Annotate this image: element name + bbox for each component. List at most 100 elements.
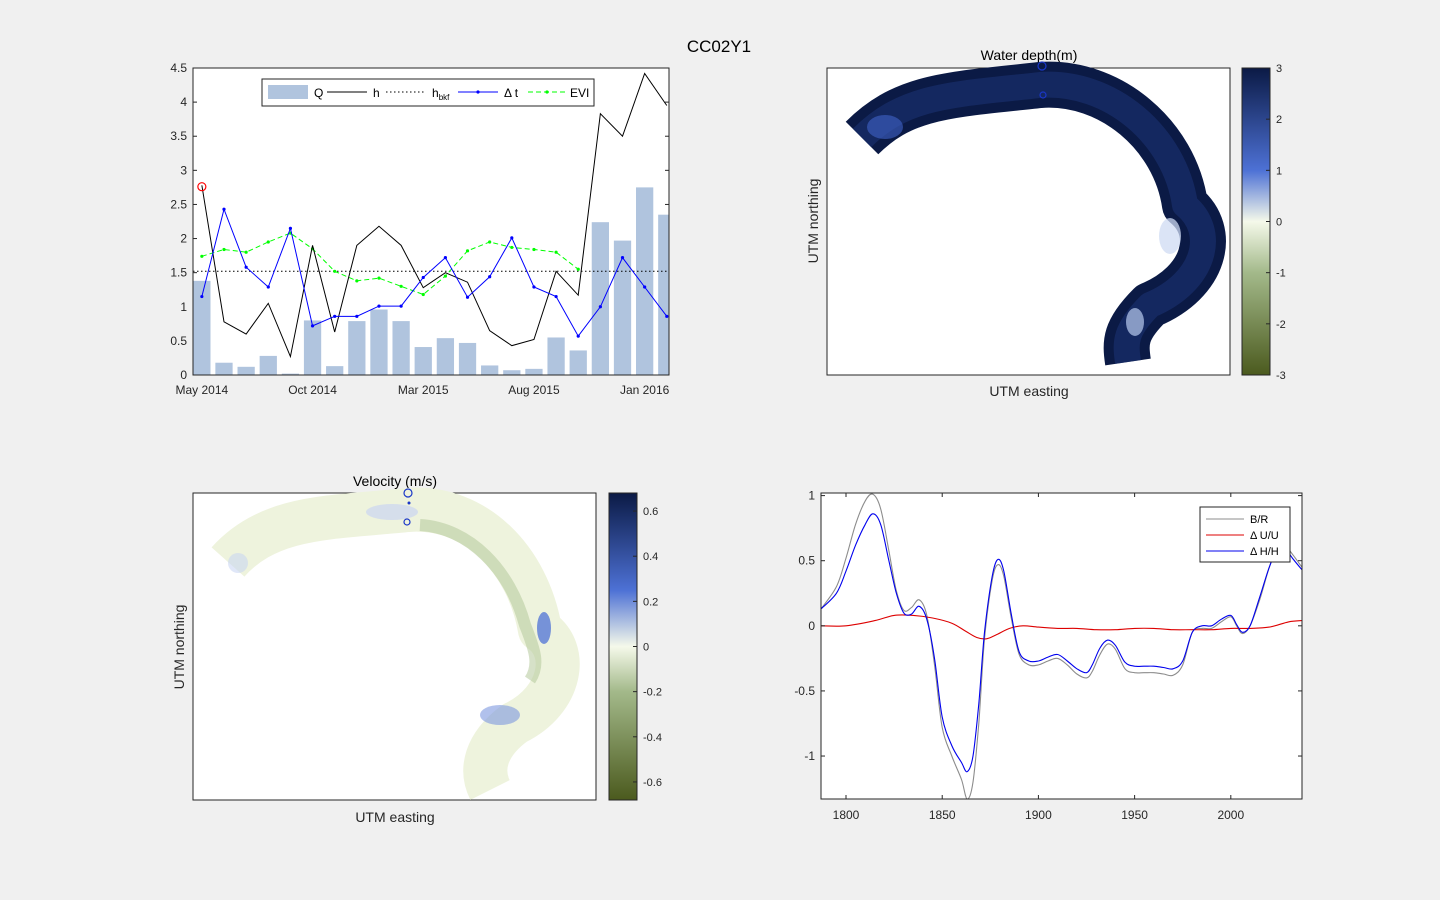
ts-dt-point: [510, 236, 514, 240]
profile-axes-box: [820, 492, 1303, 800]
ts-dt-point: [665, 314, 669, 318]
velocity-panel: Velocity (m/s) UTM easting UTM northing …: [171, 473, 662, 825]
legend-label-hbkf: hbkf: [432, 86, 450, 102]
ts-dt-point: [222, 207, 226, 211]
depth-panel: Water depth(m) UTM easting UTM northing …: [805, 47, 1286, 399]
profile-lines: [821, 493, 1302, 799]
profile-xtick-label: 1900: [1025, 808, 1052, 822]
depth-title: Water depth(m): [981, 47, 1078, 63]
ts-q-bar: [326, 366, 344, 375]
legend-label-q: Q: [314, 86, 323, 100]
profile-ticks: 1800 1850 1900 1950 2000 1 0.5 0 -0.5 -1: [794, 489, 1302, 822]
velocity-title: Velocity (m/s): [353, 473, 437, 489]
velocity-colorbar-tick-label: 0.6: [643, 506, 658, 518]
ts-evi-line: [201, 232, 579, 296]
velocity-colorbar-tick-label: 0.4: [643, 551, 658, 563]
profile-xtick-label: 2000: [1217, 808, 1244, 822]
ts-dt-point: [554, 294, 558, 299]
depth-shallow-patch-3: [867, 115, 903, 139]
profile-line-dh: [821, 513, 1302, 773]
ts-evi-point: [377, 276, 381, 280]
ts-q-bar: [259, 355, 277, 375]
velocity-fast-patch-4: [228, 553, 248, 573]
velocity-colorbar-tick-label: 0.2: [643, 596, 658, 608]
depth-colorbar-tick-label: -3: [1276, 370, 1286, 382]
legend-swatch-q: [268, 85, 308, 99]
ts-dt-point: [643, 285, 647, 289]
ts-ytick-label: 0: [180, 368, 187, 382]
depth-probe-circle-mid: [1039, 91, 1047, 99]
depth-colorbar-tick-label: 0: [1276, 217, 1282, 229]
ts-ytick-labels: 0 0.5 1 1.5 2 2.5 3 3.5 4 4.5: [170, 61, 187, 382]
ts-ytick-label: 3.5: [170, 129, 187, 143]
profile-legend: B/R Δ U/U Δ H/H: [1199, 506, 1291, 563]
ts-current-marker: [197, 182, 207, 192]
ts-evi-point: [222, 247, 226, 252]
ts-evi-point: [554, 250, 558, 254]
ts-ytick-label: 1: [180, 300, 187, 314]
ts-dt-point: [244, 265, 248, 269]
ts-evi-point: [488, 240, 492, 244]
ts-q-bar: [392, 321, 410, 375]
velocity-channel: [211, 487, 580, 800]
ts-dt-point: [532, 285, 536, 289]
ts-q-bar: [481, 365, 499, 375]
ts-evi-point: [200, 254, 204, 258]
profile-ytick-label: 0: [808, 619, 815, 633]
profile-ytick-label: 0.5: [798, 554, 815, 568]
depth-probe-circle-top: [1037, 61, 1047, 71]
ts-ytick-label: 2: [180, 232, 187, 246]
profile-ytick-label: -1: [804, 749, 815, 763]
profile-line-du: [821, 614, 1302, 640]
ts-dt-point: [421, 275, 425, 280]
velocity-ylabel: UTM northing: [171, 605, 187, 690]
ts-dt-point: [399, 304, 403, 308]
velocity-colorbar-tick-label: 0: [643, 642, 649, 654]
ts-q-bar: [436, 338, 455, 375]
ts-h-line: [201, 72, 668, 359]
ts-dt-point: [443, 256, 447, 260]
depth-channel-inner: [852, 71, 1216, 364]
ts-evi-point: [266, 240, 270, 244]
ts-evi-point: [333, 269, 337, 273]
ts-q-bar: [348, 321, 366, 375]
ts-evi-point: [399, 284, 403, 288]
ts-ytick-label: 3: [180, 163, 187, 177]
velocity-probe-circle-mid: [403, 518, 411, 526]
ts-q-bar: [636, 187, 654, 375]
ts-q-bar: [215, 362, 233, 375]
ts-q-bar: [547, 337, 565, 375]
ts-xtick-label: May 2014: [176, 383, 229, 397]
velocity-colorbar-tick-label: -0.2: [643, 687, 662, 699]
ts-ytick-label: 0.5: [170, 334, 187, 348]
ts-xtick-label: Mar 2015: [398, 383, 449, 397]
legend-label-evi: EVI: [570, 86, 589, 100]
legend-label-hbkf-main: h: [432, 86, 439, 100]
ts-ytick-label: 1.5: [170, 266, 187, 280]
figure-title: CC02Y1: [687, 37, 751, 56]
ts-q-bar: [414, 347, 432, 375]
depth-colorbar-tick-label: 1: [1276, 165, 1282, 177]
legend-label-du: Δ U/U: [1250, 530, 1279, 542]
ts-evi-point: [532, 247, 536, 252]
ts-ytick-label: 4: [180, 95, 187, 109]
ts-dt-point: [266, 285, 270, 289]
depth-shallow-patch-2: [1126, 308, 1144, 336]
depth-colorbar-tick-label: -1: [1276, 268, 1286, 280]
legend-label-h: h: [373, 86, 380, 100]
ts-dt-point: [355, 314, 359, 318]
legend-swatch-evi-marker: [545, 90, 549, 94]
ts-dt-point: [288, 226, 293, 230]
ts-evi-point: [443, 274, 447, 278]
ts-q-bar: [193, 280, 211, 375]
depth-colorbar-tick-label: -2: [1276, 319, 1286, 331]
ts-dt-point: [620, 256, 625, 260]
velocity-colorbar-tick-label: -0.4: [643, 732, 662, 744]
profile-panel: 1800 1850 1900 1950 2000 1 0.5 0 -0.5 -1 B/R Δ U/…: [794, 489, 1303, 822]
ts-q-bar: [458, 342, 477, 375]
velocity-colorbar-tick-label: -0.6: [643, 777, 662, 789]
ts-dt-point: [377, 304, 381, 308]
ts-dt-point: [310, 324, 315, 328]
velocity-fast-patch-3: [366, 504, 418, 520]
